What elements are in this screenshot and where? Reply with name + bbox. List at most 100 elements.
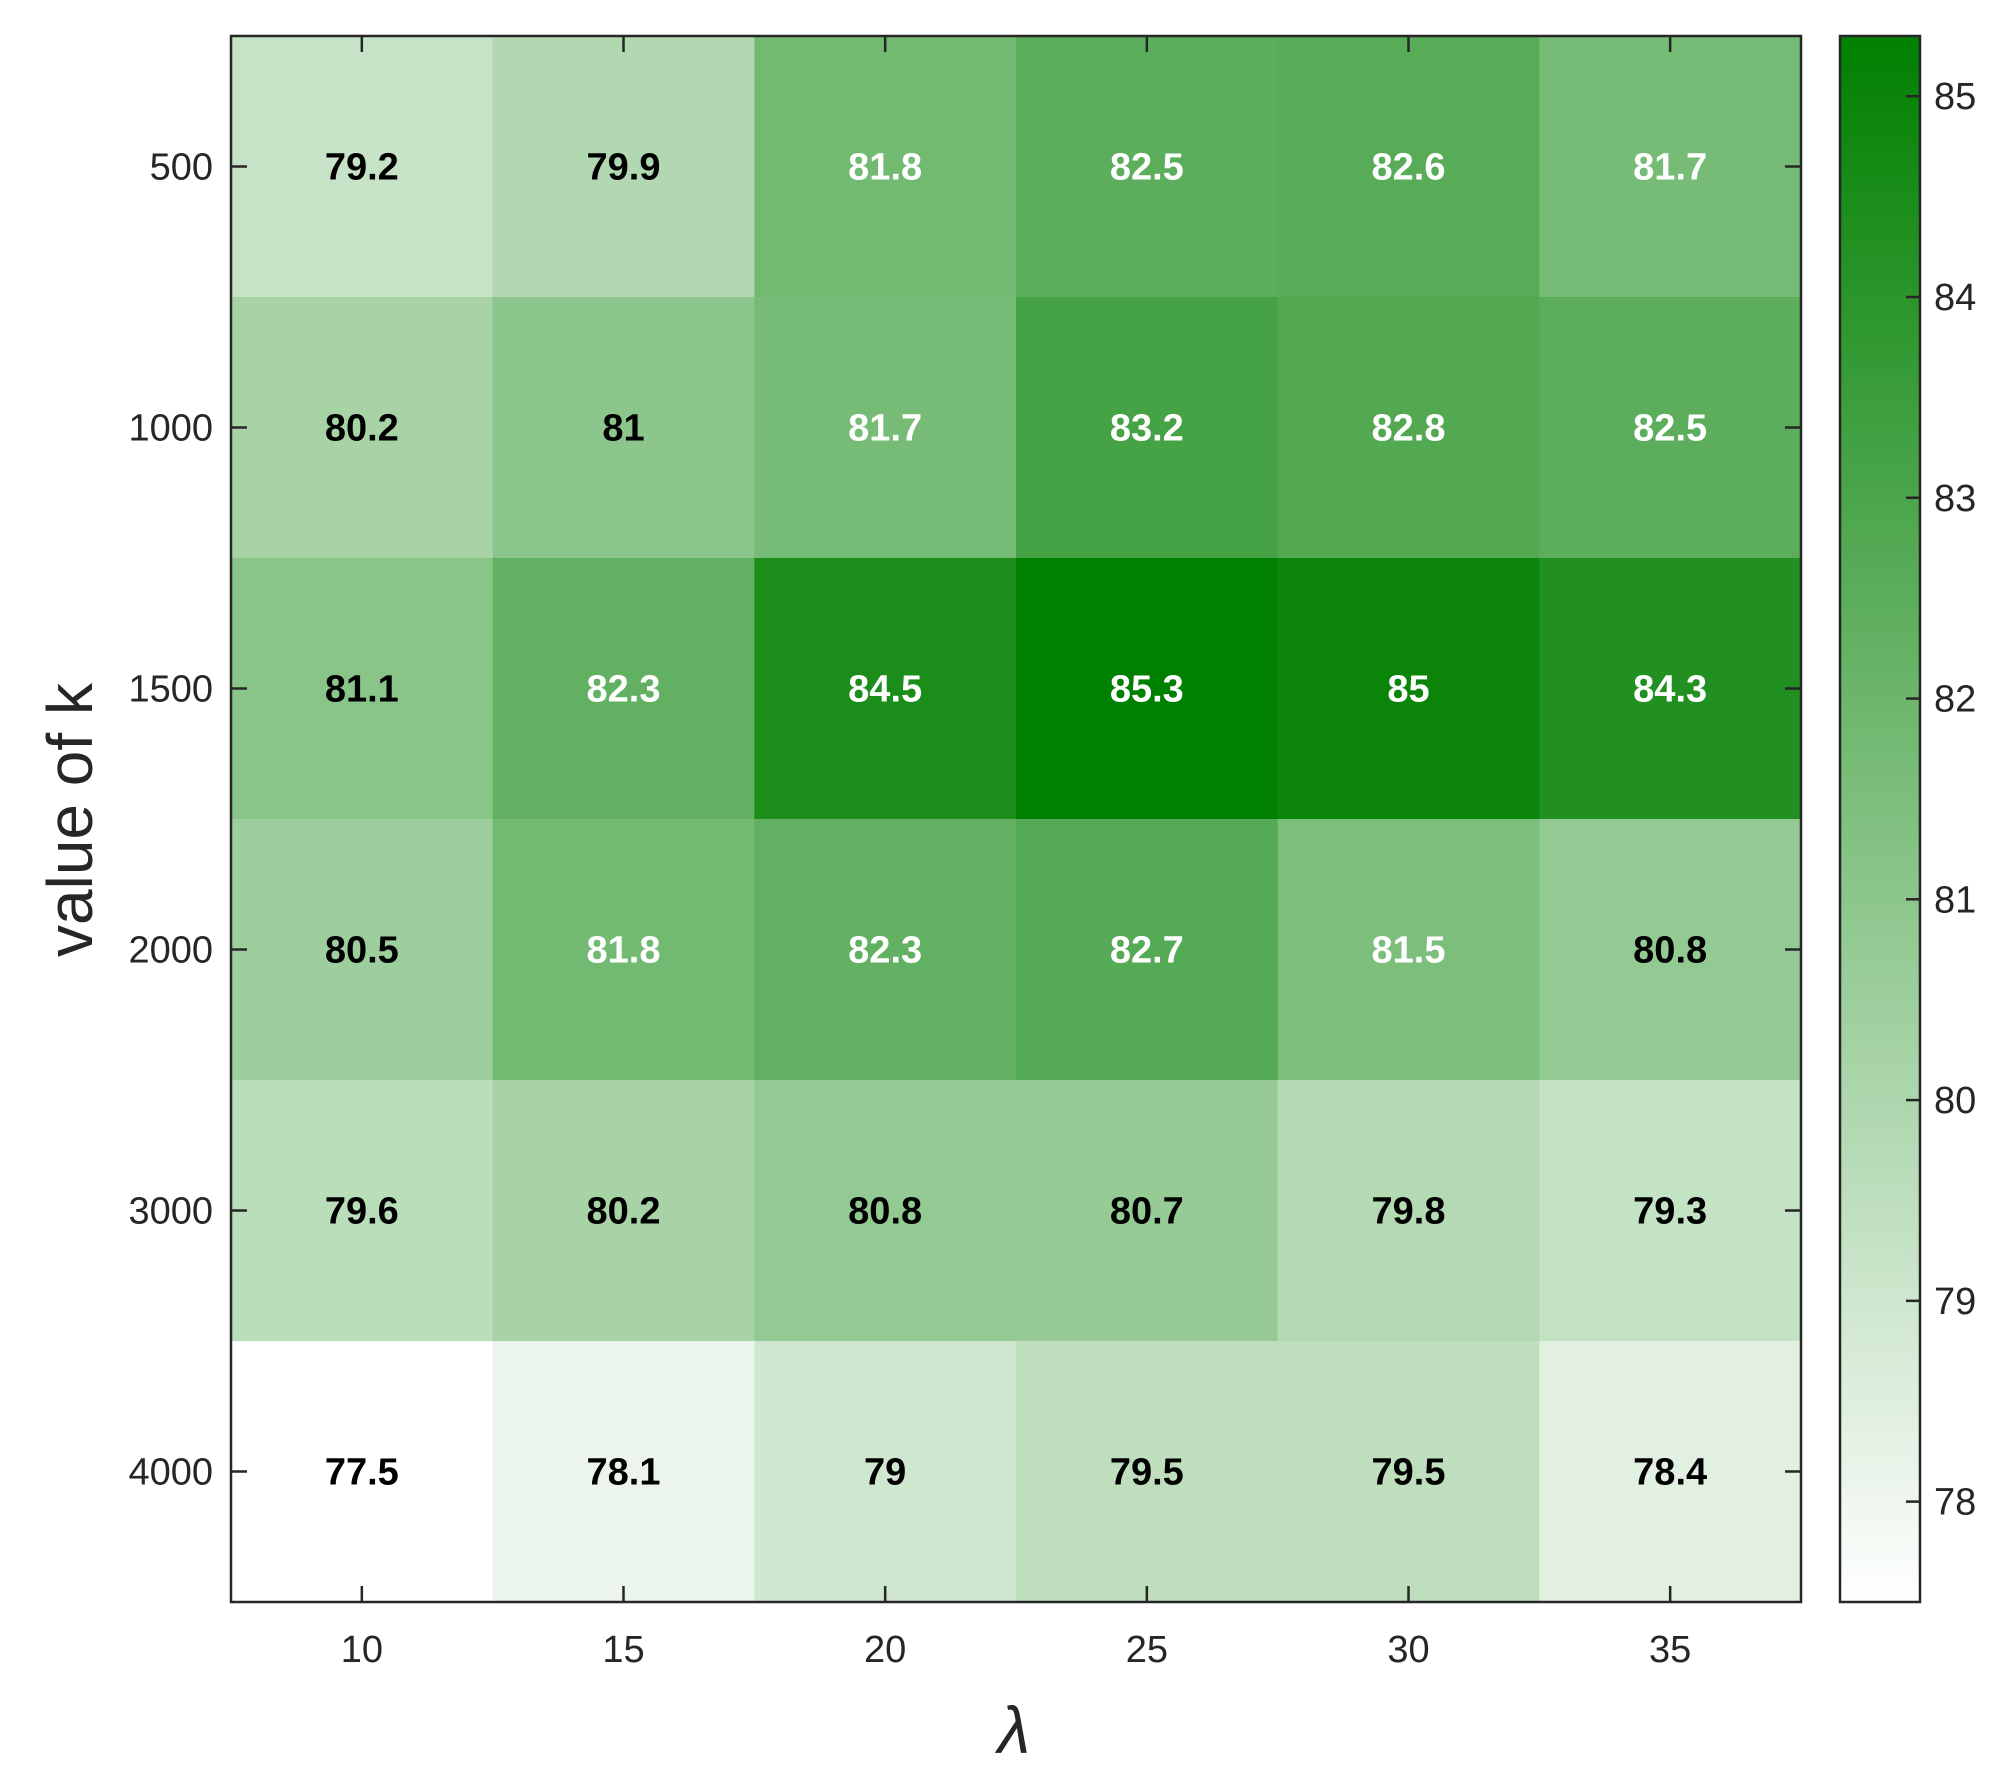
- cell-value-label: 81: [602, 408, 644, 450]
- heatmap-cell: [492, 819, 755, 1081]
- x-tick-label: 15: [602, 1629, 644, 1671]
- cell-value-label: 79.5: [1110, 1452, 1184, 1494]
- heatmap-cell: [492, 1080, 755, 1342]
- heatmap-cell: [1277, 819, 1540, 1081]
- cell-value-label: 82.7: [1110, 930, 1184, 972]
- cell-value-label: 84.5: [848, 669, 922, 711]
- heatmap-cell: [1539, 297, 1802, 559]
- heatmap-cell: [231, 1080, 494, 1342]
- colorbar-tick-label: 84: [1934, 277, 1976, 319]
- cell-value-label: 81.1: [325, 669, 399, 711]
- heatmap-cell: [1277, 36, 1540, 298]
- heatmap-cell: [231, 819, 494, 1081]
- plot-frame: [229, 34, 1803, 1604]
- heatmap-cell: [1016, 558, 1279, 820]
- cell-value-label: 82.3: [587, 669, 661, 711]
- cell-value-label: 80.5: [325, 930, 399, 972]
- cell-value-label: 82.6: [1372, 147, 1446, 189]
- cell-value-label: 85.3: [1110, 669, 1184, 711]
- cell-value-label: 81.7: [1633, 147, 1707, 189]
- cell-value-label: 79.5: [1372, 1452, 1446, 1494]
- cell-value-label: 80.8: [1633, 930, 1707, 972]
- cell-value-label: 79.6: [325, 1191, 399, 1233]
- heatmap-cell: [231, 297, 494, 559]
- heatmap-cell: [492, 36, 755, 298]
- y-axis-label: value of k: [34, 682, 106, 957]
- y-tick-label: 4000: [128, 1452, 213, 1494]
- colorbar-tick-label: 83: [1934, 478, 1976, 520]
- heatmap-cell: [1016, 1080, 1279, 1342]
- cell-value-label: 81.5: [1372, 930, 1446, 972]
- cell-value-label: 79.8: [1372, 1191, 1446, 1233]
- heatmap-cell: [492, 1341, 755, 1603]
- heatmap-cell: [754, 819, 1017, 1081]
- cell-value-label: 80.8: [848, 1191, 922, 1233]
- heatmap-cell: [1016, 297, 1279, 559]
- heatmap-cell: [754, 297, 1017, 559]
- heatmap-cell: [1016, 1341, 1279, 1603]
- heatmap-cell: [231, 36, 494, 298]
- heatmap-cell: [754, 1341, 1017, 1603]
- heatmap-cell: [231, 558, 494, 820]
- cell-value-label: 79: [864, 1452, 906, 1494]
- axis-ticks: [231, 36, 1801, 1602]
- x-tick-label: 35: [1649, 1629, 1691, 1671]
- cell-value-label: 81.8: [848, 147, 922, 189]
- cell-value-label: 77.5: [325, 1452, 399, 1494]
- y-tick-label: 1000: [128, 408, 213, 450]
- heatmap-cell: [1539, 36, 1802, 298]
- heatmap-cell: [492, 558, 755, 820]
- heatmap-cell: [754, 36, 1017, 298]
- cell-value-label: 80.2: [587, 1191, 661, 1233]
- cell-value-label: 85: [1387, 669, 1429, 711]
- cell-value-labels: 79.2 79.9 81.8 82.5 82.6 81.7 80.2 81 81.7 83.2 82…: [325, 147, 1707, 1494]
- x-tick-label: 20: [864, 1629, 906, 1671]
- heatmap-cell: [1277, 297, 1540, 559]
- cell-value-label: 82.8: [1372, 408, 1446, 450]
- x-axis-label: λ: [995, 1693, 1030, 1767]
- colorbar-tick-label: 80: [1934, 1080, 1976, 1122]
- colorbar-tick-label: 78: [1934, 1482, 1976, 1524]
- x-tick-label: 10: [341, 1629, 383, 1671]
- colorbar-tick-label: 85: [1934, 76, 1976, 118]
- heatmap-cell: [1016, 36, 1279, 298]
- cell-value-label: 81.7: [848, 408, 922, 450]
- cell-value-label: 79.2: [325, 147, 399, 189]
- colorbar-tick-label: 79: [1934, 1281, 1976, 1323]
- heatmap-cell: [231, 1341, 494, 1603]
- colorbar: [1838, 34, 1922, 1604]
- y-tick-label: 500: [150, 147, 213, 189]
- heatmap-cell: [754, 1080, 1017, 1342]
- cell-value-label: 80.7: [1110, 1191, 1184, 1233]
- cell-value-label: 79.3: [1633, 1191, 1707, 1233]
- heatmap-cell: [1277, 1341, 1540, 1603]
- cell-value-label: 82.5: [1110, 147, 1184, 189]
- cell-value-label: 82.3: [848, 930, 922, 972]
- cell-value-label: 83.2: [1110, 408, 1184, 450]
- heatmap-cell: [492, 297, 755, 559]
- heatmap-cell: [1539, 1341, 1802, 1603]
- cell-value-label: 84.3: [1633, 669, 1707, 711]
- y-tick-labels: 500 1000 1500 2000 3000 4000: [128, 147, 213, 1494]
- cell-value-label: 82.5: [1633, 408, 1707, 450]
- colorbar-ticks: [1906, 94, 1920, 1503]
- colorbar-tick-label: 81: [1934, 879, 1976, 921]
- heatmap-cell: [1016, 819, 1279, 1081]
- colorbar-tick-labels: 78 79 80 81 82 83 84 85: [1934, 76, 1976, 1523]
- x-tick-label: 25: [1126, 1629, 1168, 1671]
- heatmap-cell: [1539, 558, 1802, 820]
- y-tick-label: 3000: [128, 1191, 213, 1233]
- heatmap-cell: [1539, 819, 1802, 1081]
- cell-value-label: 78.4: [1633, 1452, 1707, 1494]
- cell-value-label: 80.2: [325, 408, 399, 450]
- heatmap-cell: [1277, 558, 1540, 820]
- x-tick-labels: 10 15 20 25 30 35: [341, 1629, 1692, 1671]
- colorbar-tick-label: 82: [1934, 679, 1976, 721]
- y-tick-label: 2000: [128, 930, 213, 972]
- heatmap-cell: [1539, 1080, 1802, 1342]
- x-tick-label: 30: [1387, 1629, 1429, 1671]
- heatmap-cells: [231, 36, 1802, 1603]
- heatmap-cell: [754, 558, 1017, 820]
